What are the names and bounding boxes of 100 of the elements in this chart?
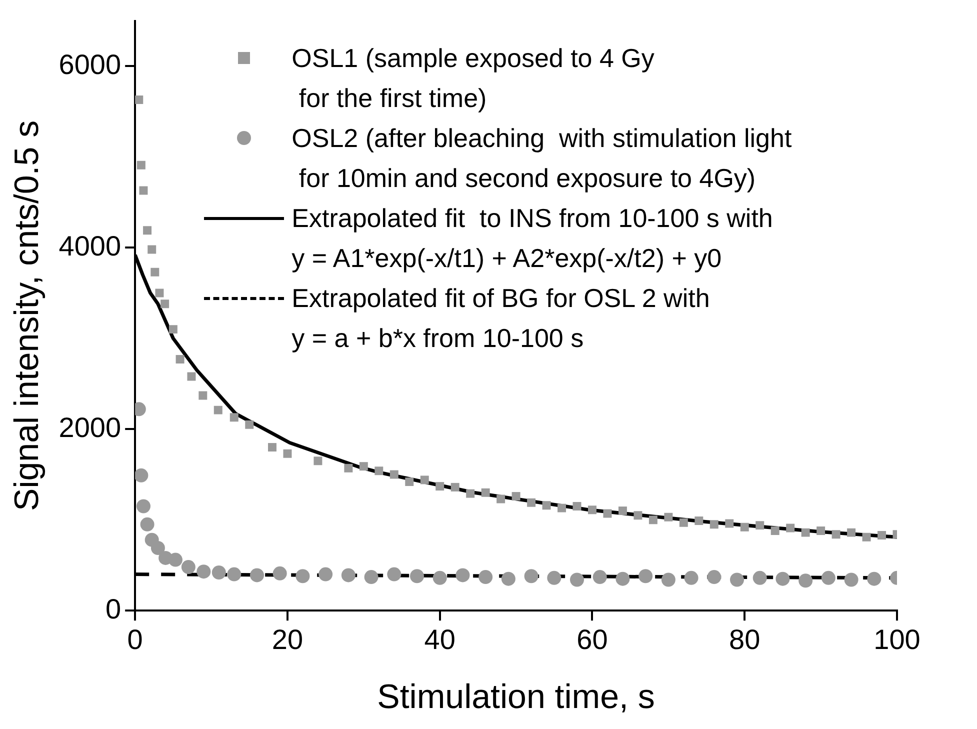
point bbox=[341, 568, 356, 582]
point bbox=[478, 570, 493, 584]
point bbox=[572, 502, 582, 510]
point bbox=[679, 518, 688, 527]
point bbox=[314, 456, 322, 466]
x-axis-title: Stimulation time, s bbox=[377, 678, 655, 716]
point bbox=[661, 572, 676, 587]
point bbox=[181, 560, 196, 574]
point bbox=[832, 530, 840, 539]
point bbox=[318, 567, 333, 582]
point bbox=[862, 532, 871, 542]
point bbox=[136, 499, 150, 514]
legend-label: Extrapolated fit to INS from 10-100 s with y = A1*exp(-x/t1) + A2*exp(-x/t2) + y0 bbox=[292, 202, 773, 276]
point bbox=[139, 186, 148, 195]
x-tick-label: 0 bbox=[127, 624, 143, 656]
point bbox=[527, 498, 536, 507]
point bbox=[176, 355, 184, 364]
point bbox=[136, 160, 146, 170]
point bbox=[390, 470, 398, 479]
point bbox=[410, 569, 424, 584]
point bbox=[634, 511, 642, 520]
y-axis-title: Signal intensity, cnts/0.5 s bbox=[8, 120, 46, 511]
legend-label: OSL2 (after bleaching with stimulation light for 10min and second exposure to 4Gy) bbox=[292, 122, 792, 196]
point bbox=[776, 572, 790, 586]
point bbox=[547, 570, 562, 585]
x-tick-label: 100 bbox=[874, 624, 920, 656]
point bbox=[187, 372, 196, 381]
point bbox=[250, 568, 264, 582]
point bbox=[542, 501, 551, 510]
point bbox=[618, 506, 627, 516]
point bbox=[725, 519, 734, 528]
point bbox=[150, 540, 165, 555]
point bbox=[798, 574, 813, 588]
point bbox=[456, 568, 470, 582]
point bbox=[684, 570, 698, 585]
point bbox=[770, 526, 780, 535]
point bbox=[786, 524, 795, 532]
point bbox=[143, 226, 152, 235]
point bbox=[135, 96, 144, 104]
point bbox=[450, 482, 460, 492]
point bbox=[272, 566, 287, 580]
point bbox=[150, 268, 160, 276]
point bbox=[436, 482, 444, 491]
point bbox=[283, 449, 292, 458]
point bbox=[512, 492, 520, 501]
point bbox=[801, 528, 810, 537]
point bbox=[844, 572, 858, 587]
point bbox=[740, 522, 749, 532]
point bbox=[466, 489, 475, 498]
point bbox=[198, 391, 208, 400]
x-tick-label: 60 bbox=[576, 624, 608, 656]
point bbox=[481, 488, 490, 497]
point bbox=[570, 572, 584, 587]
point bbox=[592, 570, 607, 584]
point bbox=[694, 516, 704, 526]
y-tick-label: 6000 bbox=[58, 48, 122, 80]
legend-label: OSL1 (sample exposed to 4 Gy for the first time) bbox=[292, 42, 654, 116]
x-tick-label: 20 bbox=[272, 624, 304, 656]
point bbox=[160, 300, 170, 308]
y-tick-label: 4000 bbox=[58, 230, 122, 262]
y-tick-label: 2000 bbox=[58, 412, 122, 443]
point bbox=[420, 476, 429, 484]
point bbox=[756, 521, 764, 530]
point bbox=[230, 413, 238, 422]
point bbox=[168, 325, 178, 334]
point bbox=[432, 570, 447, 585]
point bbox=[816, 526, 826, 535]
point bbox=[245, 420, 254, 429]
point bbox=[603, 509, 612, 518]
point bbox=[648, 516, 658, 524]
point bbox=[616, 572, 630, 586]
point bbox=[214, 406, 222, 414]
point bbox=[730, 572, 744, 587]
point bbox=[496, 494, 506, 504]
x-tick-label: 80 bbox=[729, 624, 760, 656]
point bbox=[196, 564, 211, 579]
point bbox=[148, 245, 156, 254]
legend-label: Extrapolated fit of BG for OSL 2 with y = a + b*x from 10-100 s bbox=[292, 282, 710, 356]
point bbox=[364, 570, 378, 584]
y-tick-label: 0 bbox=[106, 593, 122, 624]
point bbox=[140, 517, 154, 532]
point bbox=[374, 466, 384, 476]
point bbox=[707, 570, 722, 584]
point bbox=[752, 570, 767, 585]
point bbox=[878, 531, 886, 540]
point bbox=[588, 506, 596, 514]
point bbox=[296, 569, 310, 584]
point bbox=[268, 443, 276, 452]
point bbox=[847, 528, 856, 537]
point bbox=[344, 464, 353, 472]
point bbox=[168, 552, 182, 567]
point bbox=[155, 288, 164, 298]
point bbox=[212, 565, 226, 580]
point bbox=[501, 572, 516, 586]
point bbox=[405, 478, 414, 486]
point bbox=[558, 504, 566, 512]
point bbox=[524, 569, 538, 584]
point bbox=[710, 520, 718, 529]
point bbox=[638, 569, 653, 584]
point bbox=[664, 512, 673, 522]
